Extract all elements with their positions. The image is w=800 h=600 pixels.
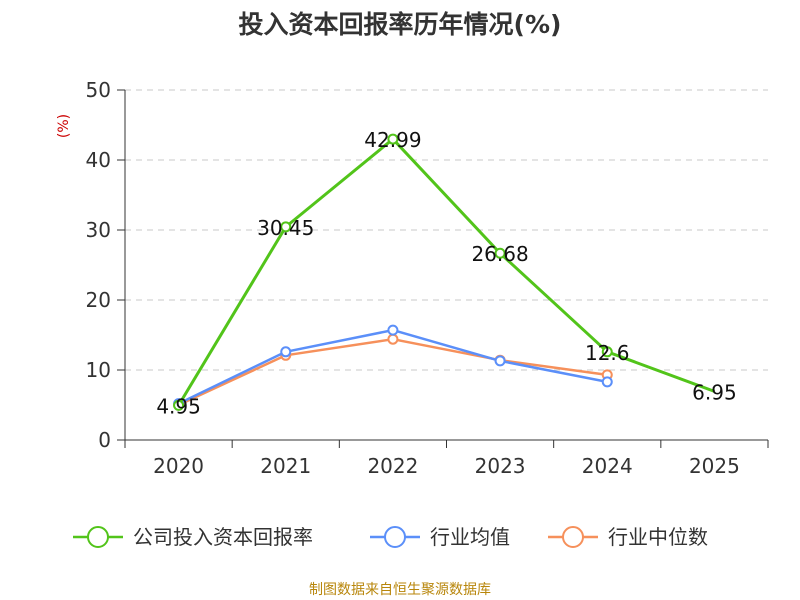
legend-item-2[interactable]: 行业中位数 [548, 525, 708, 549]
data-point[interactable] [387, 333, 399, 345]
data-label: 26.68 [471, 242, 528, 266]
y-tick-label: 50 [86, 78, 111, 102]
data-label: 6.95 [692, 380, 737, 404]
y-tick-label: 0 [98, 428, 111, 452]
x-tick-label: 2025 [689, 454, 740, 478]
data-point[interactable] [280, 221, 292, 233]
source-note: 制图数据来自恒生聚源数据库 [309, 582, 491, 598]
data-label: 42.99 [364, 128, 421, 152]
y-tick-label: 40 [86, 148, 111, 172]
y-axis-unit: (%) [56, 114, 72, 138]
legend: 公司投入资本回报率 行业均值 行业中位数 [73, 525, 708, 549]
x-tick-label: 2020 [153, 454, 204, 478]
legend-marker-icon [87, 526, 109, 548]
data-labels: 4.95 30.45 42.99 26.68 12.6 6.95 [156, 128, 736, 418]
series-line [177, 137, 715, 407]
series-layer [173, 133, 715, 411]
data-label: 30.45 [257, 216, 314, 240]
x-tick-label: 2024 [582, 454, 633, 478]
legend-item-0[interactable]: 公司投入资本回报率 [73, 525, 313, 549]
legend-label: 行业均值 [430, 525, 510, 549]
data-point[interactable] [387, 133, 399, 145]
legend-label: 行业中位数 [608, 525, 708, 549]
chart-title: 投入资本回报率历年情况(%) [239, 10, 562, 39]
legend-marker-icon [384, 526, 406, 548]
legend-label: 公司投入资本回报率 [133, 525, 313, 549]
data-point[interactable] [494, 247, 506, 259]
data-point[interactable] [601, 376, 613, 388]
x-tick-label: 2021 [260, 454, 311, 478]
y-tick-label: 20 [86, 288, 111, 312]
y-tick-label: 30 [86, 218, 111, 242]
data-point[interactable] [173, 399, 185, 411]
x-tick-label: 2023 [475, 454, 526, 478]
data-point[interactable] [387, 324, 399, 336]
legend-marker-icon [562, 526, 584, 548]
x-tick-label: 2022 [367, 454, 418, 478]
y-tick-label: 10 [86, 358, 111, 382]
series-2 [173, 333, 613, 411]
gridlines [125, 89, 768, 371]
legend-item-1[interactable]: 行业均值 [370, 525, 510, 549]
data-point[interactable] [494, 355, 506, 367]
data-label: 4.95 [156, 394, 201, 418]
data-point[interactable] [280, 346, 292, 358]
data-label: 12.6 [585, 341, 630, 365]
axes: 0 10 20 30 40 50 2020 2021 2022 2023 2024 2025 [86, 78, 769, 478]
data-point[interactable] [601, 346, 613, 358]
series-0 [173, 133, 715, 411]
